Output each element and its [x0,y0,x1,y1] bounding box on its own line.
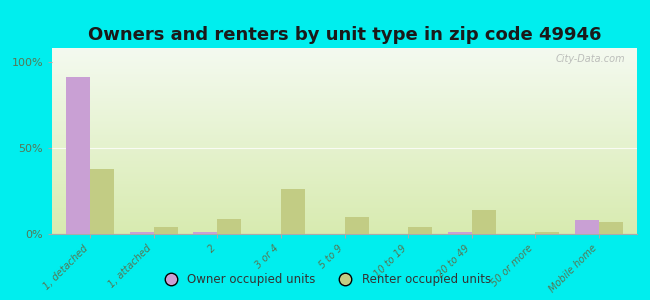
Bar [154,227,178,234]
Text: City-Data.com: City-Data.com [556,54,625,64]
Bar [344,217,369,234]
Bar [599,222,623,234]
Bar [535,232,560,234]
Bar [408,227,432,234]
Bar [575,220,599,234]
Bar [129,232,154,234]
Bar [281,189,305,234]
Bar [66,77,90,234]
Legend: Owner occupied units, Renter occupied units: Owner occupied units, Renter occupied un… [154,269,496,291]
Bar [217,218,242,234]
Bar [193,232,217,234]
Bar [472,210,496,234]
Title: Owners and renters by unit type in zip code 49946: Owners and renters by unit type in zip c… [88,26,601,44]
Bar [90,169,114,234]
Bar [447,232,472,234]
